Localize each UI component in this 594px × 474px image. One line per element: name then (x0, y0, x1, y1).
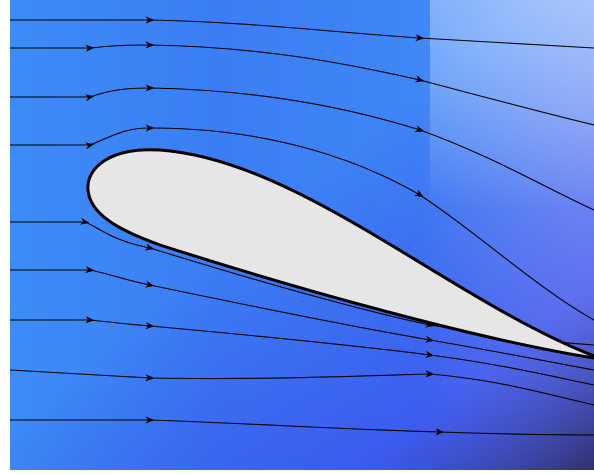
streamline (10, 416, 594, 436)
streamline (9, 369, 594, 406)
streamline (10, 84, 594, 211)
streamline (10, 124, 594, 321)
streamline (10, 316, 594, 386)
streamline (10, 41, 594, 126)
streamline (10, 16, 594, 49)
flow-highlight (430, 0, 594, 300)
airfoil (86, 148, 594, 360)
streamlines (9, 16, 594, 436)
